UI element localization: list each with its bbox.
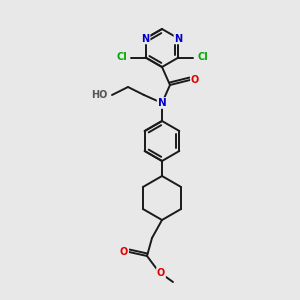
Text: Cl: Cl xyxy=(197,52,208,62)
Text: Cl: Cl xyxy=(116,52,127,62)
Text: N: N xyxy=(142,34,150,44)
Text: O: O xyxy=(157,268,165,278)
Text: N: N xyxy=(158,98,166,108)
Text: O: O xyxy=(191,75,199,85)
Text: N: N xyxy=(174,34,182,44)
Text: HO: HO xyxy=(92,90,108,100)
Text: O: O xyxy=(120,247,128,257)
